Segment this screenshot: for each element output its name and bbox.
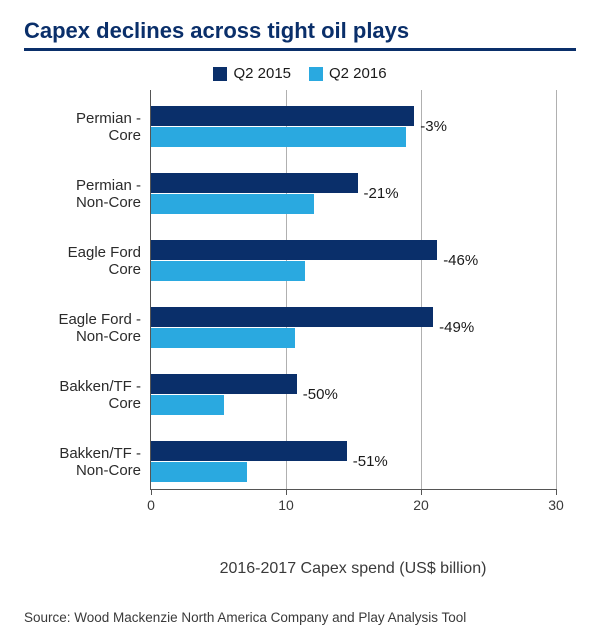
title-underline: [24, 48, 576, 51]
x-tick: [421, 489, 422, 495]
category-label: Permian - Core: [25, 109, 141, 144]
plot-area: 0102030Permian - Core-3%Permian - Non-Co…: [150, 90, 556, 490]
category-label: Eagle Ford - Non-Core: [25, 310, 141, 345]
chart-title: Capex declines across tight oil plays: [24, 18, 576, 44]
pct-change-label: -49%: [439, 319, 474, 336]
bar-q2-2015: [151, 441, 347, 461]
source-line: Source: Wood Mackenzie North America Com…: [24, 610, 576, 625]
category-label: Bakken/TF - Non-Core: [25, 444, 141, 479]
bar-group: Bakken/TF - Non-Core-51%: [151, 441, 556, 482]
x-tick-label: 20: [413, 497, 429, 513]
legend-swatch-q2-2015: [213, 67, 227, 81]
pct-change-label: -50%: [303, 386, 338, 403]
bar-q2-2015: [151, 374, 297, 394]
bar-group: Permian - Non-Core-21%: [151, 173, 556, 214]
bar-q2-2015: [151, 106, 414, 126]
x-tick: [556, 489, 557, 495]
bar-q2-2016: [151, 395, 224, 415]
bar-q2-2015: [151, 240, 437, 260]
chart-area: 0102030Permian - Core-3%Permian - Non-Co…: [150, 90, 556, 520]
bar-group: Bakken/TF - Core-50%: [151, 374, 556, 415]
x-tick-label: 0: [147, 497, 155, 513]
category-label: Eagle FordCore: [25, 243, 141, 278]
legend-item: Q2 2016: [309, 65, 387, 82]
bar-group: Eagle Ford - Non-Core-49%: [151, 307, 556, 348]
legend: Q2 2015 Q2 2016: [24, 65, 576, 82]
x-tick: [151, 489, 152, 495]
legend-swatch-q2-2016: [309, 67, 323, 81]
grid-line: [556, 90, 557, 489]
bar-q2-2015: [151, 173, 358, 193]
x-tick-label: 30: [548, 497, 564, 513]
x-tick-label: 10: [278, 497, 294, 513]
bar-group: Permian - Core-3%: [151, 106, 556, 147]
category-label: Permian - Non-Core: [25, 176, 141, 211]
figure-container: Capex declines across tight oil plays Q2…: [0, 0, 600, 641]
legend-label: Q2 2016: [329, 65, 387, 82]
bar-q2-2016: [151, 328, 295, 348]
bar-q2-2015: [151, 307, 433, 327]
grid-line: [421, 90, 422, 489]
category-label: Bakken/TF - Core: [25, 377, 141, 412]
x-axis-title: 2016-2017 Capex spend (US$ billion): [150, 560, 556, 578]
x-tick: [286, 489, 287, 495]
bar-q2-2016: [151, 127, 406, 147]
pct-change-label: -3%: [420, 118, 447, 135]
bar-group: Eagle FordCore-46%: [151, 240, 556, 281]
pct-change-label: -21%: [364, 185, 399, 202]
pct-change-label: -51%: [353, 453, 388, 470]
bar-q2-2016: [151, 261, 305, 281]
legend-item: Q2 2015: [213, 65, 291, 82]
legend-label: Q2 2015: [233, 65, 291, 82]
bar-q2-2016: [151, 462, 247, 482]
bar-q2-2016: [151, 194, 314, 214]
grid-line: [286, 90, 287, 489]
pct-change-label: -46%: [443, 252, 478, 269]
